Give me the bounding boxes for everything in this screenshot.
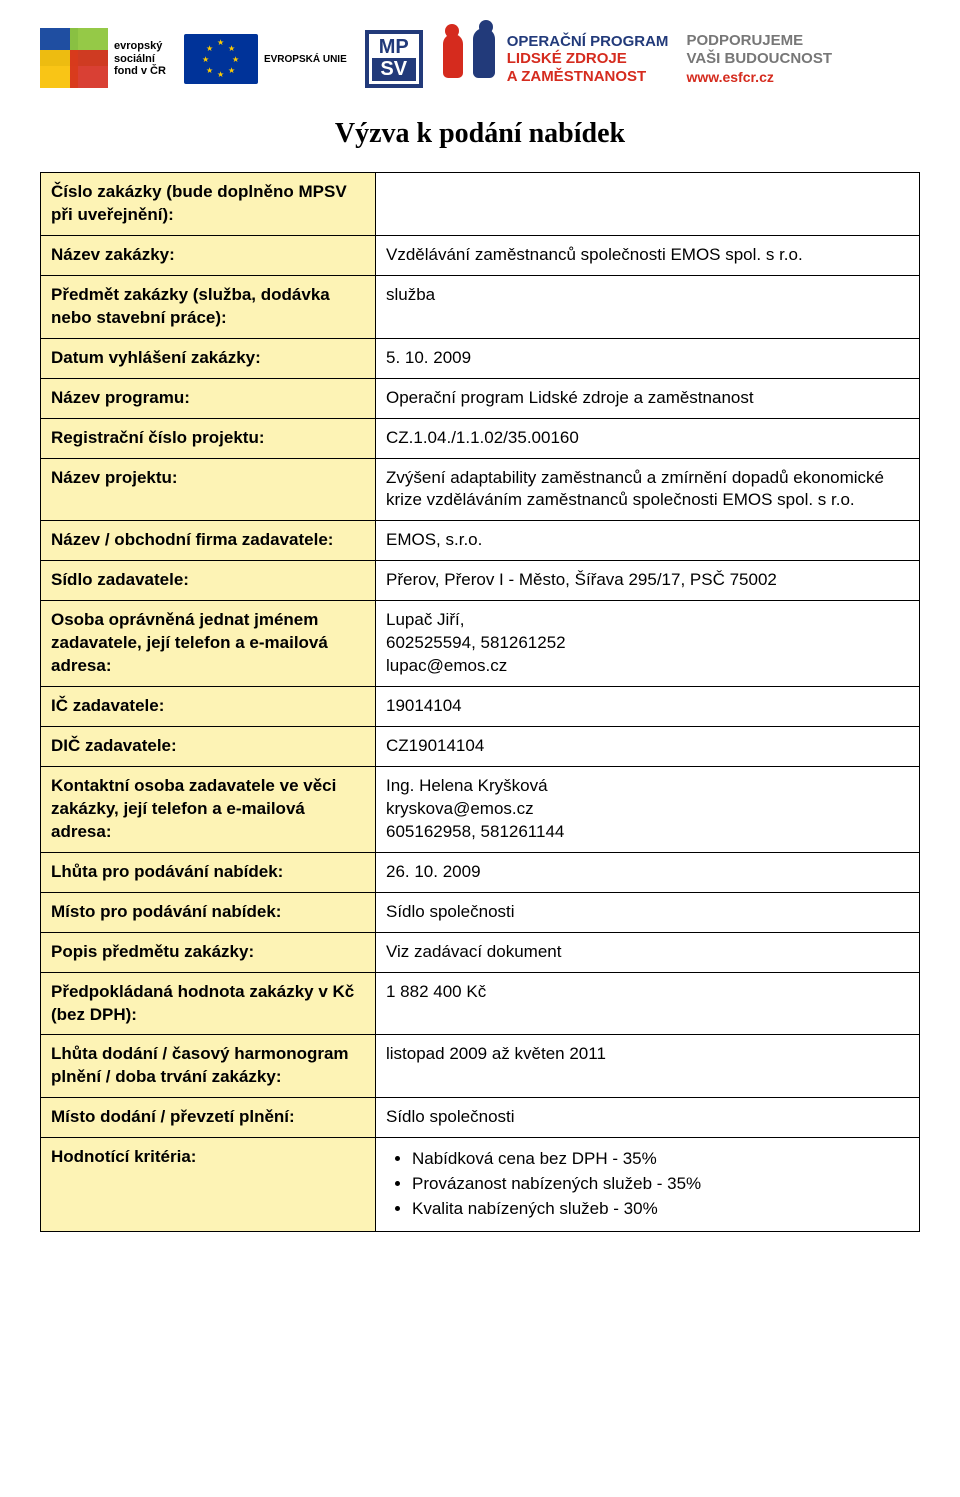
row-label: Předpokládaná hodnota zakázky v Kč (bez …	[41, 972, 376, 1035]
table-row: Hodnotící kritéria:Nabídková cena bez DP…	[41, 1138, 920, 1232]
table-row: Předmět zakázky (služba, dodávka nebo st…	[41, 275, 920, 338]
criteria-item: Provázanost nabízených služeb - 35%	[412, 1173, 909, 1196]
row-label: Název zakázky:	[41, 235, 376, 275]
row-value: Vzdělávání zaměstnanců společnosti EMOS …	[376, 235, 920, 275]
row-value: 5. 10. 2009	[376, 338, 920, 378]
table-row: Kontaktní osoba zadavatele ve věci zakáz…	[41, 766, 920, 852]
row-label: Název / obchodní firma zadavatele:	[41, 521, 376, 561]
row-label: IČ zadavatele:	[41, 687, 376, 727]
table-row: Místo pro podávání nabídek:Sídlo společn…	[41, 892, 920, 932]
table-row: Osoba oprávněná jednat jménem zadavatele…	[41, 601, 920, 687]
row-value	[376, 173, 920, 236]
row-label: Hodnotící kritéria:	[41, 1138, 376, 1232]
row-value: CZ.1.04./1.1.02/35.00160	[376, 418, 920, 458]
table-row: DIČ zadavatele:CZ19014104	[41, 727, 920, 767]
table-row: Název / obchodní firma zadavatele:EMOS, …	[41, 521, 920, 561]
table-row: Název programu:Operační program Lidské z…	[41, 378, 920, 418]
row-value: služba	[376, 275, 920, 338]
table-row: IČ zadavatele:19014104	[41, 687, 920, 727]
row-label: Sídlo zadavatele:	[41, 561, 376, 601]
table-row: Název zakázky:Vzdělávání zaměstnanců spo…	[41, 235, 920, 275]
row-label: Datum vyhlášení zakázky:	[41, 338, 376, 378]
row-label: Registrační číslo projektu:	[41, 418, 376, 458]
row-label: DIČ zadavatele:	[41, 727, 376, 767]
row-value: Sídlo společnosti	[376, 1098, 920, 1138]
row-label: Předmět zakázky (služba, dodávka nebo st…	[41, 275, 376, 338]
row-label: Místo pro podávání nabídek:	[41, 892, 376, 932]
row-value: Lupač Jiří,602525594, 581261252lupac@emo…	[376, 601, 920, 687]
table-row: Lhůta dodání / časový harmonogram plnění…	[41, 1035, 920, 1098]
table-row: Registrační číslo projektu:CZ.1.04./1.1.…	[41, 418, 920, 458]
row-value: Sídlo společnosti	[376, 892, 920, 932]
row-label: Kontaktní osoba zadavatele ve věci zakáz…	[41, 766, 376, 852]
row-value: EMOS, s.r.o.	[376, 521, 920, 561]
row-label: Místo dodání / převzetí plnění:	[41, 1098, 376, 1138]
row-label: Osoba oprávněná jednat jménem zadavatele…	[41, 601, 376, 687]
row-label: Popis předmětu zakázky:	[41, 932, 376, 972]
op-people-icon	[441, 28, 497, 90]
table-row: Název projektu:Zvýšení adaptability zamě…	[41, 458, 920, 521]
logo-operacni-program: OPERAČNÍ PROGRAM LIDSKÉ ZDROJE A ZAMĚSTN…	[441, 28, 669, 90]
table-row: Místo dodání / převzetí plnění:Sídlo spo…	[41, 1098, 920, 1138]
tender-table: Číslo zakázky (bude doplněno MPSV při uv…	[40, 172, 920, 1232]
row-label: Lhůta pro podávání nabídek:	[41, 852, 376, 892]
logo-strip: evropský sociální fond v ČR ★ ★ ★ ★ ★ ★ …	[40, 28, 920, 90]
logo-eu: ★ ★ ★ ★ ★ ★ ★ ★ EVROPSKÁ UNIE	[184, 34, 347, 84]
row-value: listopad 2009 až květen 2011	[376, 1035, 920, 1098]
row-label: Název projektu:	[41, 458, 376, 521]
support-text: PODPORUJEME VAŠI BUDOUCNOST www.esfcr.cz	[686, 32, 832, 87]
esf-caption: evropský sociální fond v ČR	[114, 40, 166, 78]
support-url: www.esfcr.cz	[686, 69, 832, 87]
row-value: 1 882 400 Kč	[376, 972, 920, 1035]
row-value: Nabídková cena bez DPH - 35%Provázanost …	[376, 1138, 920, 1232]
table-row: Číslo zakázky (bude doplněno MPSV při uv…	[41, 173, 920, 236]
row-value: Ing. Helena Kryškovákryskova@emos.cz6051…	[376, 766, 920, 852]
row-value: CZ19014104	[376, 727, 920, 767]
table-row: Popis předmětu zakázky:Viz zadávací doku…	[41, 932, 920, 972]
table-row: Sídlo zadavatele:Přerov, Přerov I - Měst…	[41, 561, 920, 601]
esf-squares-icon	[40, 28, 110, 90]
row-label: Název programu:	[41, 378, 376, 418]
eu-flag-icon: ★ ★ ★ ★ ★ ★ ★ ★	[184, 34, 258, 84]
page-title: Výzva k podání nabídek	[40, 118, 920, 150]
table-row: Předpokládaná hodnota zakázky v Kč (bez …	[41, 972, 920, 1035]
row-label: Lhůta dodání / časový harmonogram plnění…	[41, 1035, 376, 1098]
table-row: Lhůta pro podávání nabídek:26. 10. 2009	[41, 852, 920, 892]
row-value: Viz zadávací dokument	[376, 932, 920, 972]
criteria-item: Kvalita nabízených služeb - 30%	[412, 1198, 909, 1221]
row-value: Operační program Lidské zdroje a zaměstn…	[376, 378, 920, 418]
logo-esf: evropský sociální fond v ČR	[40, 28, 166, 90]
table-row: Datum vyhlášení zakázky:5. 10. 2009	[41, 338, 920, 378]
logo-mpsv: MP SV	[365, 30, 423, 88]
eu-label: EVROPSKÁ UNIE	[264, 54, 347, 65]
row-value: Přerov, Přerov I - Město, Šířava 295/17,…	[376, 561, 920, 601]
row-label: Číslo zakázky (bude doplněno MPSV při uv…	[41, 173, 376, 236]
row-value: 19014104	[376, 687, 920, 727]
row-value: Zvýšení adaptability zaměstnanců a zmírn…	[376, 458, 920, 521]
row-value: 26. 10. 2009	[376, 852, 920, 892]
criteria-item: Nabídková cena bez DPH - 35%	[412, 1148, 909, 1171]
